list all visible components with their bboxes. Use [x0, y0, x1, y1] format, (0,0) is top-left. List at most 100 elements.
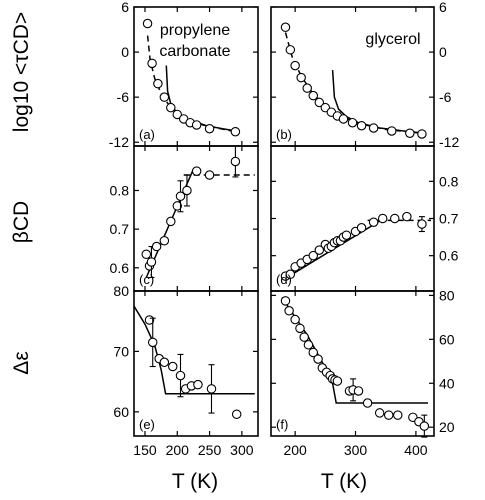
- panel-d-point: [390, 213, 400, 224]
- panel-d-point: [285, 269, 296, 280]
- panel-f-point: [299, 332, 309, 342]
- panel-e-xtick-label: 150: [133, 442, 157, 458]
- panel-e-ytick-label: 80: [113, 283, 129, 299]
- x-axis-label-left: T (K): [172, 470, 218, 493]
- panel-f-point: [295, 323, 305, 334]
- panel-a-curve-solid: [165, 65, 237, 132]
- panel-d-ytick-label: 0.6: [439, 248, 459, 264]
- panel-a-ytick-label: 6: [121, 0, 129, 15]
- panel-b-point: [314, 97, 325, 108]
- panel-a-point: [166, 102, 176, 113]
- panels: -12 -6 0 6 (a) -12 -6 0 6 (b) 0.6 0.7 0.8 (c) 0.6 0.7 0.…: [109, 0, 460, 458]
- panel-b-ytick-label: 0: [439, 44, 447, 60]
- panel-a-point: [191, 120, 202, 130]
- panel-b-point: [280, 22, 291, 33]
- panel-e-point: [147, 337, 158, 348]
- panel-f-point: [332, 376, 343, 386]
- panel-b-point: [302, 83, 312, 93]
- panel-d-point: [417, 219, 427, 229]
- panel-d-point: [402, 211, 412, 222]
- panel-c-ytick-label: 0.7: [110, 221, 130, 237]
- panel-f-point: [308, 347, 319, 358]
- panel-c-point: [204, 170, 215, 180]
- panel-e-point: [168, 361, 178, 372]
- annotation-propylene: propylene: [160, 22, 230, 39]
- panel-e-point: [193, 379, 203, 390]
- panel-d-point: [377, 213, 388, 224]
- panel-d-point: [341, 230, 352, 240]
- panel-c-label: (c): [139, 272, 154, 287]
- panel-b-point: [368, 123, 379, 133]
- panel-a-label: (a): [139, 127, 155, 142]
- panel-f-point: [383, 410, 394, 420]
- annotation-carbonate: carbonate: [159, 43, 230, 60]
- panel-a-point: [147, 58, 157, 69]
- panel-f-ytick-label: 60: [439, 331, 455, 347]
- panel-c-ytick-label: 0.8: [110, 182, 130, 198]
- panel-d-ytick-label: 0.8: [439, 173, 459, 189]
- panel-b-point: [338, 114, 349, 124]
- panel-b-point: [308, 90, 319, 101]
- panel-f-label: (f): [276, 417, 288, 432]
- panel-a-ytick-label: 0: [121, 44, 129, 60]
- panel-a-point: [159, 92, 170, 102]
- panel-e-point: [231, 409, 242, 419]
- panel-b-label: (b): [276, 127, 292, 142]
- panel-a-point: [142, 18, 153, 29]
- panel-f-point: [303, 340, 314, 350]
- panel-a-point: [172, 109, 183, 120]
- panel-c-point: [191, 166, 202, 176]
- panel-e-point: [175, 370, 186, 381]
- panel-b-point: [347, 117, 358, 128]
- panel-f-point: [284, 306, 294, 316]
- panel-a-point: [204, 123, 215, 134]
- panel-e-xtick-label: 300: [230, 442, 254, 458]
- panel-b-point: [386, 126, 397, 136]
- panel-f-xtick-label: 200: [283, 442, 307, 458]
- y-axis-label-top: log10 <τCD>: [10, 12, 33, 132]
- panel-f-frame: [270, 290, 435, 437]
- panel-b-ytick-label: -12: [439, 134, 459, 150]
- panel-f-ytick-label: 80: [439, 287, 455, 303]
- panel-c-point: [159, 235, 170, 246]
- panel-d-point: [314, 245, 325, 255]
- panel-b-curve-solid: [331, 70, 425, 134]
- y-axis-label-middle: βCD: [10, 201, 33, 243]
- panel-b-point: [290, 60, 300, 71]
- panel-b-ytick-label: -6: [439, 89, 452, 105]
- panel-f-point: [393, 410, 403, 420]
- panel-d-point: [368, 217, 379, 227]
- panel-f-point: [290, 314, 300, 325]
- panel-e-label: (e): [139, 417, 155, 432]
- panel-d-label: (d): [276, 272, 292, 287]
- panel-f-point: [280, 296, 291, 306]
- x-axis-label-right: T (K): [321, 470, 367, 493]
- panel-c-point: [166, 216, 176, 227]
- panel-f-xtick-label: 400: [404, 442, 428, 458]
- panel-a-point: [153, 78, 163, 89]
- y-axis-label-bottom: Δε: [10, 351, 33, 374]
- panel-c-point: [172, 201, 183, 211]
- panel-c-ytick-label: 0.6: [110, 260, 130, 276]
- panel-e-ytick-label: 70: [113, 343, 129, 359]
- panel-b-point: [356, 120, 367, 131]
- panel-e-xtick-label: 200: [166, 442, 190, 458]
- panel-b-point: [405, 128, 415, 138]
- panel-b-point: [417, 129, 427, 139]
- panel-d-ytick-label: 0.7: [439, 211, 459, 227]
- panel-f-ytick-label: 40: [439, 375, 455, 391]
- panel-d-point: [308, 250, 319, 261]
- panel-b-ytick-label: 6: [439, 0, 447, 15]
- panel-f-point: [419, 421, 430, 431]
- panel-c-point: [151, 241, 162, 252]
- panel-f-point: [374, 408, 385, 418]
- panel-f-point: [353, 386, 364, 396]
- panel-e-frame: [133, 290, 259, 437]
- panel-e-point: [206, 384, 217, 394]
- panel-f-point: [313, 354, 323, 364]
- panel-a-ytick-label: -6: [117, 89, 130, 105]
- panel-c-point: [175, 191, 186, 202]
- panel-f-point: [362, 398, 373, 408]
- panel-a-point: [230, 126, 241, 137]
